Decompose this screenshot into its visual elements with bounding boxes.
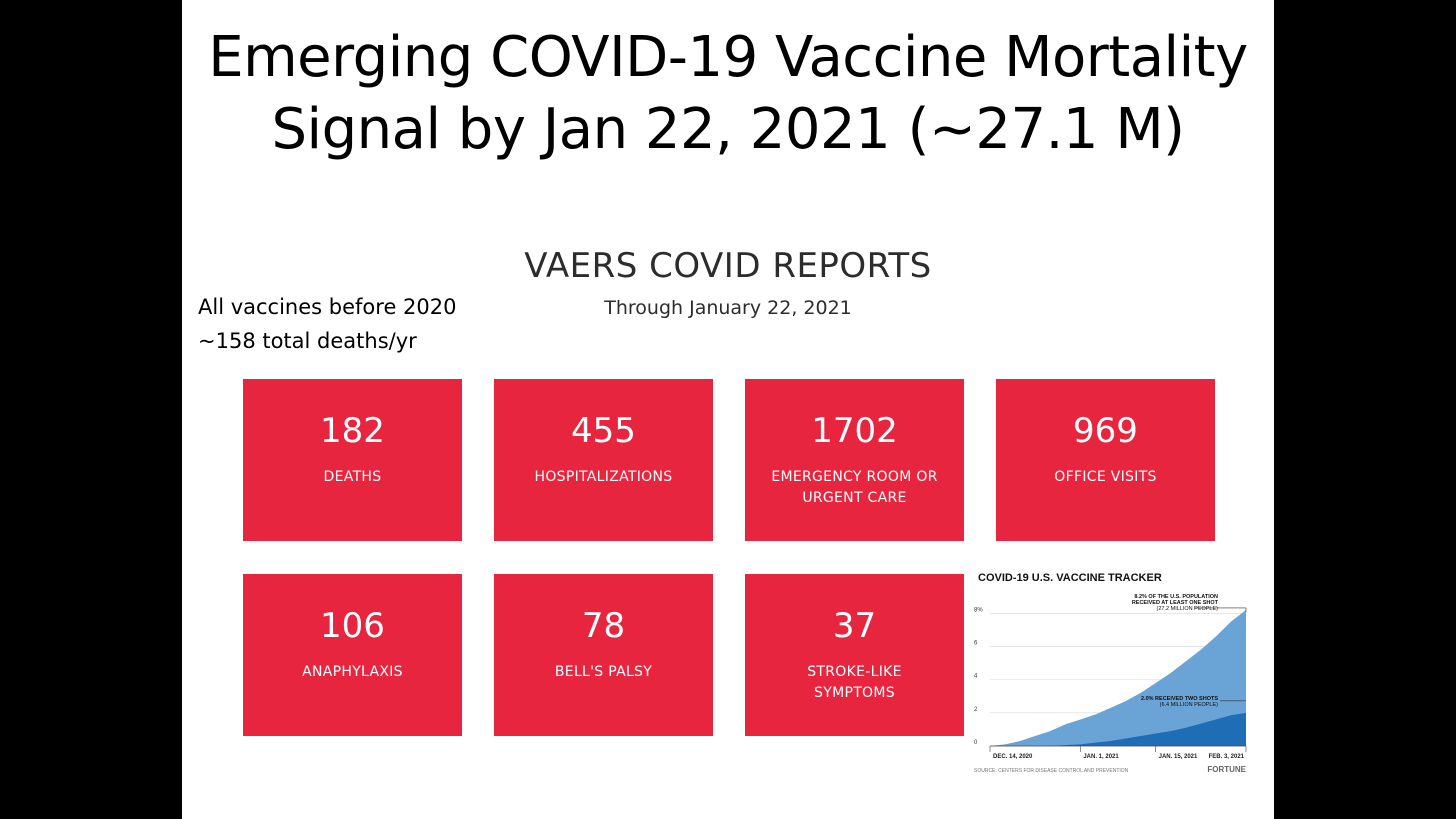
annotation-text: 2.0% RECEIVED TWO SHOTS: [1141, 696, 1218, 702]
stat-value: 106: [320, 606, 385, 646]
stat-label: BELL'S PALSY: [554, 664, 653, 680]
chart-source: SOURCE: CENTERS FOR DISEASE CONTROL AND …: [974, 768, 1129, 774]
vaccine-tracker-chart: COVID-19 U.S. VACCINE TRACKER 0 2 4 6 8% DEC.…: [972, 566, 1262, 782]
stat-card-stroke-like: 37 STROKE-LIKE SYMPTOMS: [745, 574, 964, 736]
annotation-text: (27.2 MILLION PEOPLE): [1157, 606, 1219, 612]
stat-label: ANAPHYLAXIS: [302, 664, 403, 680]
x-tick-label: JAN. 1, 2021: [1083, 754, 1119, 760]
slide-title-line2: Signal by Jan 22, 2021 (~27.1 M): [271, 97, 1185, 162]
stat-card-bells-palsy: 78 BELL'S PALSY: [494, 574, 713, 736]
x-tick-label: DEC. 14, 2020: [993, 754, 1033, 760]
area-series-two-shots: [990, 712, 1246, 746]
slide-title: Emerging COVID-19 Vaccine Mortality Sign…: [182, 22, 1274, 166]
area-series-one-shot: [990, 609, 1246, 746]
y-tick-label: 0: [974, 740, 978, 746]
stat-label: STROKE-LIKE SYMPTOMS: [807, 664, 902, 701]
chart-brand: FORTUNE: [1207, 765, 1246, 774]
annotation-text: RECEIVED AT LEAST ONE SHOT: [1132, 600, 1219, 606]
stat-value: 1702: [811, 411, 898, 451]
side-note-line2: ~158 total deaths/yr: [198, 329, 417, 353]
x-tick-label: JAN. 15, 2021: [1159, 754, 1198, 760]
stat-value: 37: [832, 606, 877, 646]
stat-label: HOSPITALIZATIONS: [534, 469, 673, 485]
annotation-text: 8.2% OF THE U.S. POPULATION: [1134, 594, 1218, 600]
reports-subheading: Through January 22, 2021: [604, 297, 852, 319]
slide: Emerging COVID-19 Vaccine Mortality Sign…: [182, 0, 1274, 819]
x-tick-label: FEB. 3, 2021: [1209, 754, 1245, 760]
side-note: All vaccines before 2020 ~158 total deat…: [198, 290, 456, 358]
reports-heading: VAERS COVID REPORTS: [524, 246, 932, 286]
tracker-plot: 0 2 4 6 8% DEC. 14, 2020 JAN. 1, 2021 JAN. 15, …: [974, 594, 1247, 774]
stat-card-deaths: 182 DEATHS: [243, 379, 462, 541]
y-tick-label: 6: [974, 640, 978, 646]
stat-card-anaphylaxis: 106 ANAPHYLAXIS: [243, 574, 462, 736]
stat-card-emergency-room: 1702 EMERGENCY ROOM OR URGENT CARE: [745, 379, 964, 541]
stat-value: 182: [320, 411, 385, 451]
stat-label: OFFICE VISITS: [1054, 469, 1157, 485]
stat-label: EMERGENCY ROOM OR URGENT CARE: [771, 469, 938, 506]
y-tick-label: 2: [974, 707, 978, 713]
chart-title: COVID-19 U.S. VACCINE TRACKER: [978, 572, 1162, 584]
y-tick-label: 8%: [974, 607, 983, 613]
stat-card-office-visits: 969 OFFICE VISITS: [996, 379, 1215, 541]
stat-label: DEATHS: [323, 469, 382, 485]
annotation-text: (6.4 MILLION PEOPLE): [1160, 702, 1219, 708]
slide-title-line1: Emerging COVID-19 Vaccine Mortality: [208, 25, 1248, 90]
stat-value: 78: [581, 606, 626, 646]
stat-value: 969: [1073, 411, 1138, 451]
stat-card-hospitalizations: 455 HOSPITALIZATIONS: [494, 379, 713, 541]
stat-value: 455: [571, 411, 636, 451]
y-tick-label: 4: [974, 674, 978, 680]
side-note-line1: All vaccines before 2020: [198, 295, 457, 319]
